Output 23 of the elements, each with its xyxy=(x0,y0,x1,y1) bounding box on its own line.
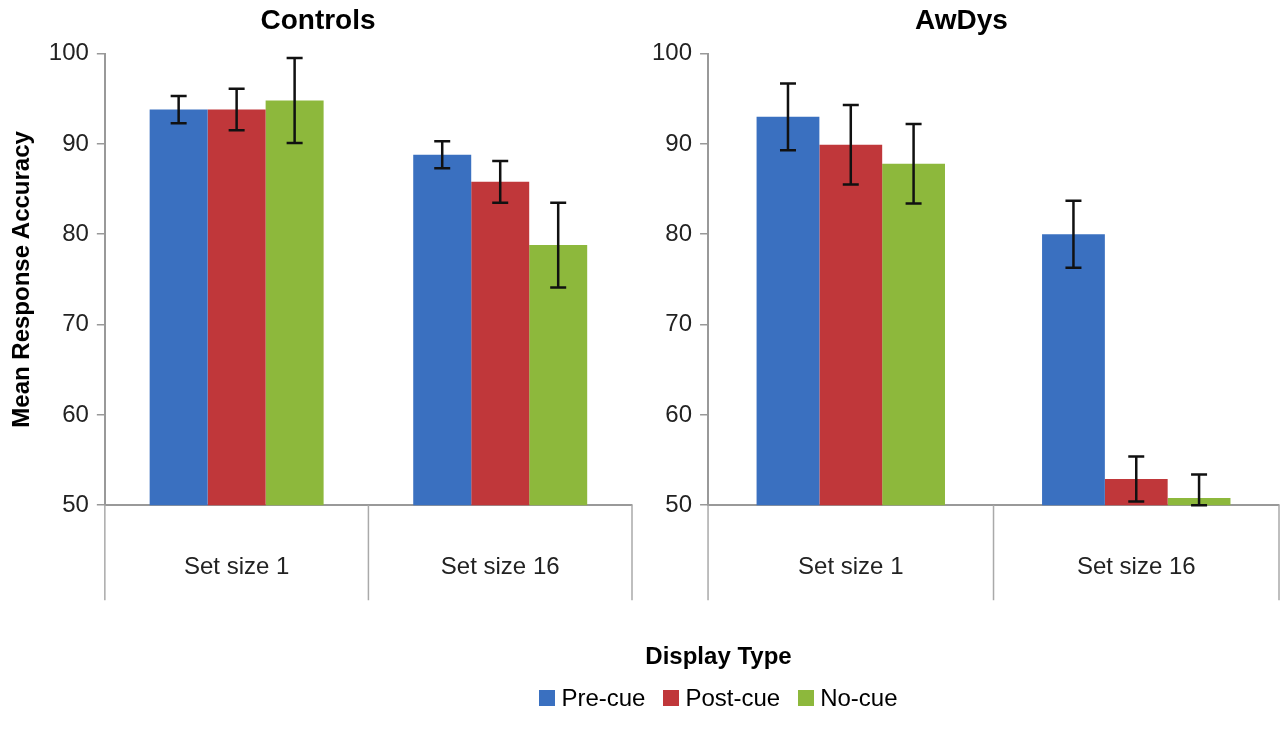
x-tick-label: Set size 1 xyxy=(183,552,290,580)
y-tick-label: 90 xyxy=(62,128,89,156)
chart-title: AwDys xyxy=(915,3,1008,35)
y-tick-label: 100 xyxy=(48,38,89,66)
chart-title: Controls xyxy=(260,3,376,35)
x-tick-label: Set size 16 xyxy=(440,552,560,580)
y-tick-label: 90 xyxy=(665,128,693,156)
y-tick-label: 80 xyxy=(62,218,89,246)
legend-label: No-cue xyxy=(820,684,898,712)
y-tick-label: 50 xyxy=(665,489,693,517)
y-tick-label: 70 xyxy=(62,309,89,337)
legend-label: Post-cue xyxy=(685,684,781,712)
y-tick-label: 100 xyxy=(652,38,693,66)
x-axis-title: Display Type xyxy=(644,642,793,670)
y-tick-label: 80 xyxy=(665,218,693,246)
y-tick-label: 50 xyxy=(62,489,89,517)
y-tick-label: 60 xyxy=(665,399,693,427)
x-tick-label: Set size 1 xyxy=(798,552,904,580)
y-tick-label: 60 xyxy=(62,399,89,427)
x-tick-label: Set size 16 xyxy=(1076,552,1196,580)
y-axis-title: Mean Response Accuracy xyxy=(7,130,35,428)
y-tick-label: 70 xyxy=(665,309,693,337)
legend-label: Pre-cue xyxy=(561,684,646,712)
